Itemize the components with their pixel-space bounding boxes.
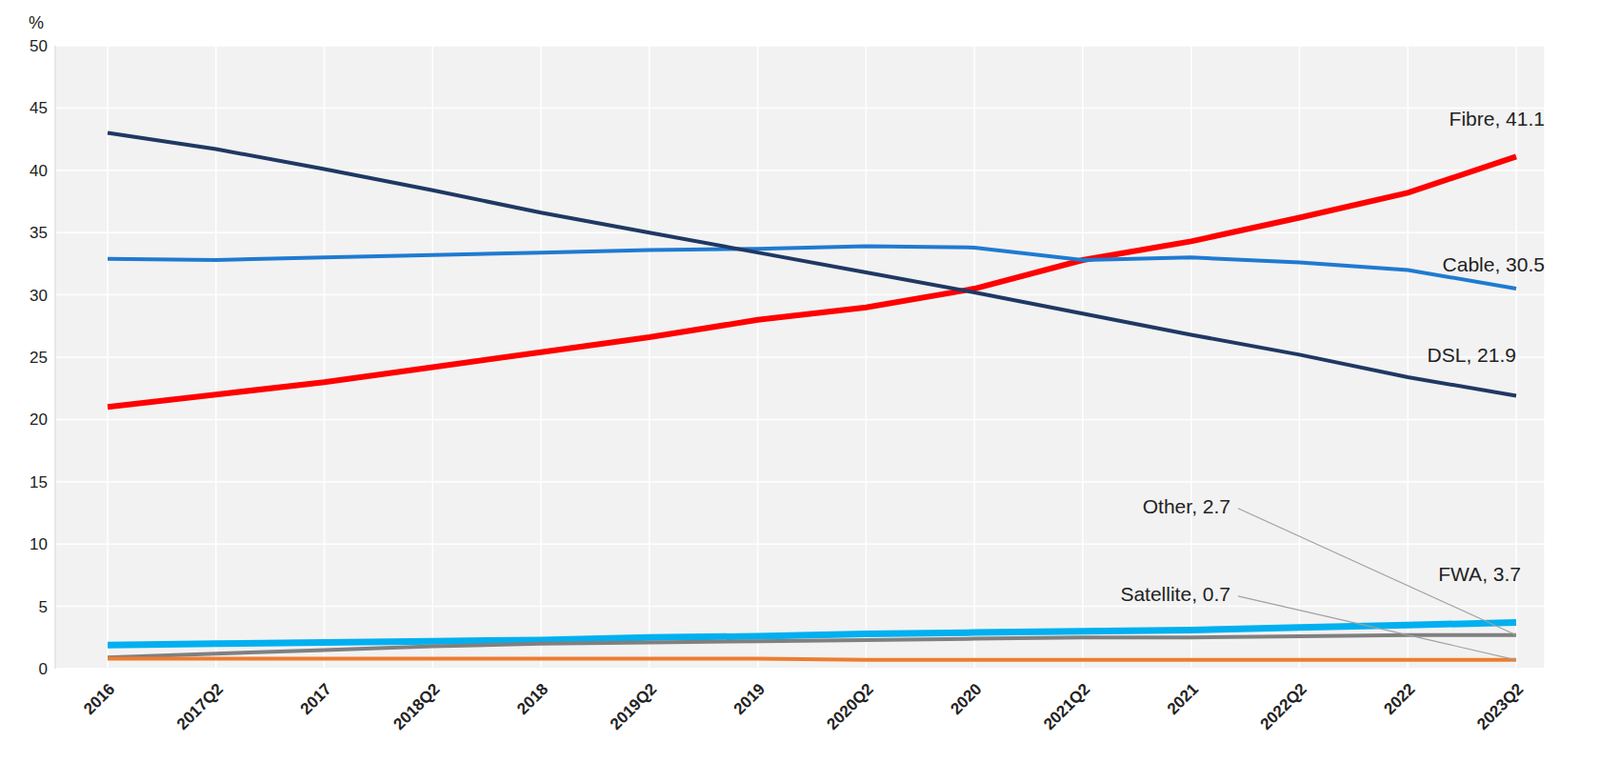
svg-text:20: 20 xyxy=(29,410,48,429)
svg-text:15: 15 xyxy=(29,473,48,492)
svg-text:2021Q2: 2021Q2 xyxy=(1040,680,1094,734)
svg-text:2019Q2: 2019Q2 xyxy=(606,680,660,734)
svg-text:2018Q2: 2018Q2 xyxy=(389,680,443,734)
svg-text:0: 0 xyxy=(39,660,48,679)
svg-text:2018: 2018 xyxy=(513,680,552,719)
svg-text:2017Q2: 2017Q2 xyxy=(173,680,227,734)
svg-text:Other, 2.7: Other, 2.7 xyxy=(1142,495,1231,518)
svg-text:2022Q2: 2022Q2 xyxy=(1257,680,1311,734)
svg-text:30: 30 xyxy=(29,286,48,305)
svg-text:2016: 2016 xyxy=(80,680,119,719)
svg-text:DSL, 21.9: DSL, 21.9 xyxy=(1427,343,1517,366)
svg-text:%: % xyxy=(28,13,44,33)
svg-text:FWA, 3.7: FWA, 3.7 xyxy=(1438,562,1521,585)
svg-text:5: 5 xyxy=(39,598,48,617)
svg-text:Fibre, 41.1: Fibre, 41.1 xyxy=(1449,107,1545,130)
svg-text:2019: 2019 xyxy=(730,680,769,719)
svg-text:50: 50 xyxy=(29,37,48,56)
svg-text:Satellite, 0.7: Satellite, 0.7 xyxy=(1120,582,1231,605)
svg-text:40: 40 xyxy=(29,161,48,180)
svg-text:35: 35 xyxy=(29,223,48,242)
svg-text:25: 25 xyxy=(29,348,48,367)
svg-text:2020Q2: 2020Q2 xyxy=(822,680,877,734)
svg-text:2017: 2017 xyxy=(297,680,336,719)
svg-text:45: 45 xyxy=(29,99,48,118)
svg-text:2022: 2022 xyxy=(1380,680,1419,719)
svg-text:10: 10 xyxy=(29,535,48,554)
svg-text:2023Q2: 2023Q2 xyxy=(1473,680,1527,734)
svg-text:2020: 2020 xyxy=(946,680,985,719)
svg-text:2021: 2021 xyxy=(1163,680,1202,719)
svg-text:Cable, 30.5: Cable, 30.5 xyxy=(1442,253,1545,276)
